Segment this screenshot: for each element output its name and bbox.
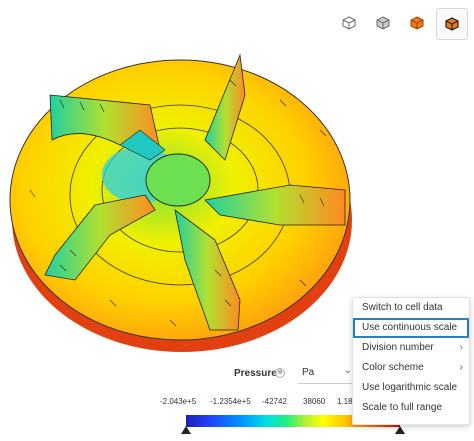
legend-tick: -1.2354e+5 — [210, 397, 251, 406]
legend-tick: -2.043e+5 — [160, 397, 197, 406]
unit-value: Pa — [302, 367, 315, 378]
menu-item-switch-cell-data[interactable]: Switch to cell data — [353, 298, 469, 318]
cube-orange-edges-icon[interactable] — [436, 8, 468, 40]
menu-item-label: Scale to full range — [362, 402, 443, 413]
menu-item-color-scheme[interactable]: Color scheme › — [353, 358, 469, 378]
menu-item-label: Division number — [362, 342, 434, 353]
menu-item-label: Switch to cell data — [362, 302, 443, 313]
view-mode-toolbar — [334, 8, 468, 40]
chevron-down-icon: ⌄ — [343, 365, 352, 376]
scale-max-handle[interactable] — [395, 426, 405, 434]
legend-tick: -42742 — [262, 397, 287, 406]
menu-item-label: Color scheme — [362, 362, 424, 373]
cube-solid-icon[interactable] — [368, 8, 398, 38]
menu-item-division-number[interactable]: Division number › — [353, 338, 469, 358]
menu-item-label: Use continuous scale — [362, 322, 458, 333]
menu-item-log-scale[interactable]: Use logarithmic scale — [353, 378, 469, 398]
info-icon[interactable]: ⊕ — [275, 368, 285, 378]
legend-context-menu: Switch to cell data Use continuous scale… — [352, 297, 470, 425]
menu-item-continuous-scale[interactable]: Use continuous scale — [353, 318, 469, 338]
cube-outline-icon[interactable] — [334, 8, 364, 38]
legend-label: Pressure — [234, 368, 277, 379]
menu-item-label: Use logarithmic scale — [362, 382, 458, 393]
legend-tick: 38060 — [303, 397, 326, 406]
menu-item-full-range[interactable]: Scale to full range — [353, 398, 469, 418]
cube-orange-icon[interactable] — [402, 8, 432, 38]
chevron-right-icon: › — [459, 362, 463, 373]
legend-tick: 1.18 — [337, 397, 353, 406]
chevron-right-icon: › — [459, 342, 463, 353]
unit-select[interactable]: Pa ⌄ — [298, 362, 354, 384]
color-scale-bar — [186, 415, 400, 427]
scale-min-handle[interactable] — [181, 426, 191, 434]
